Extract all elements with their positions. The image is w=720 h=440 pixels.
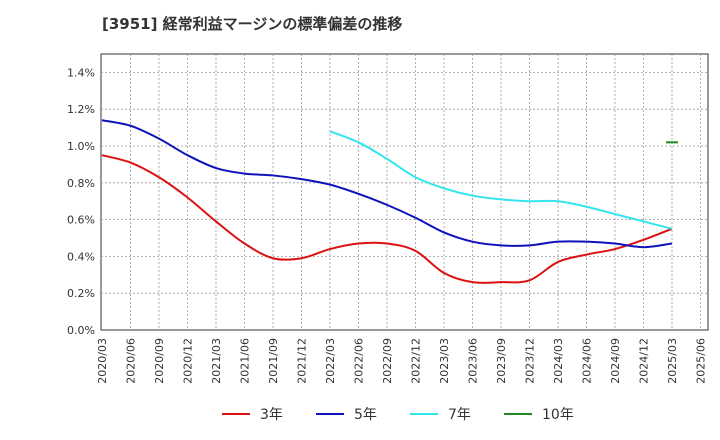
y-tick-label: 1.0% (67, 140, 95, 153)
x-tick-label: 2022/06 (353, 338, 366, 384)
series-line-5年 (101, 119, 673, 249)
y-tick-label: 0.4% (67, 250, 95, 263)
legend-label: 3年 (260, 407, 283, 423)
x-tick-label: 2021/03 (210, 338, 223, 384)
x-tick-label: 2024/06 (581, 338, 594, 384)
y-tick-label: 1.4% (67, 66, 95, 79)
x-tick-label: 2020/06 (125, 338, 138, 384)
x-axis-ticks: 2020/03 2020/06 2020/09 2020/12 2021/03 2021/… (96, 338, 708, 384)
x-tick-label: 2023/06 (467, 338, 480, 384)
x-tick-label: 2021/12 (296, 338, 309, 384)
y-tick-label: 0.8% (67, 177, 95, 190)
plot-area (100, 53, 709, 331)
x-tick-label: 2024/12 (638, 338, 651, 384)
x-tick-label: 2023/03 (438, 338, 451, 384)
x-tick-label: 2021/06 (239, 338, 252, 384)
y-tick-label: 0.2% (67, 287, 95, 300)
chart-title: [3951] 経常利益マージンの標準偏差の推移 (102, 15, 403, 33)
series-line-3年 (101, 154, 673, 284)
x-tick-label: 2020/09 (153, 338, 166, 384)
y-tick-label: 1.2% (67, 103, 95, 116)
x-tick-label: 2024/09 (609, 338, 622, 384)
x-tick-label: 2025/06 (695, 338, 708, 384)
legend-label: 5年 (354, 407, 377, 423)
legend: 3年 5年 7年 10年 (222, 407, 574, 423)
y-tick-label: 0.6% (67, 214, 95, 227)
y-tick-label: 0.0% (67, 324, 95, 337)
legend-label: 7年 (448, 407, 471, 423)
x-tick-label: 2023/09 (495, 338, 508, 384)
x-tick-label: 2022/12 (410, 338, 423, 384)
x-tick-label: 2024/03 (552, 338, 565, 384)
y-axis-ticks: 0.0% 0.2% 0.4% 0.6% 0.8% 1.0% 1.2% 1.4% (67, 66, 95, 337)
grid-lines (101, 54, 708, 330)
x-tick-label: 2022/09 (381, 338, 394, 384)
x-tick-label: 2025/03 (666, 338, 679, 384)
x-tick-label: 2021/09 (267, 338, 280, 384)
x-tick-label: 2023/12 (524, 338, 537, 384)
series-line-7年 (329, 130, 673, 230)
x-tick-label: 2020/03 (96, 338, 109, 384)
series-lines (101, 119, 678, 284)
legend-label: 10年 (542, 407, 574, 423)
x-tick-label: 2020/12 (182, 338, 195, 384)
x-tick-label: 2022/03 (324, 338, 337, 384)
